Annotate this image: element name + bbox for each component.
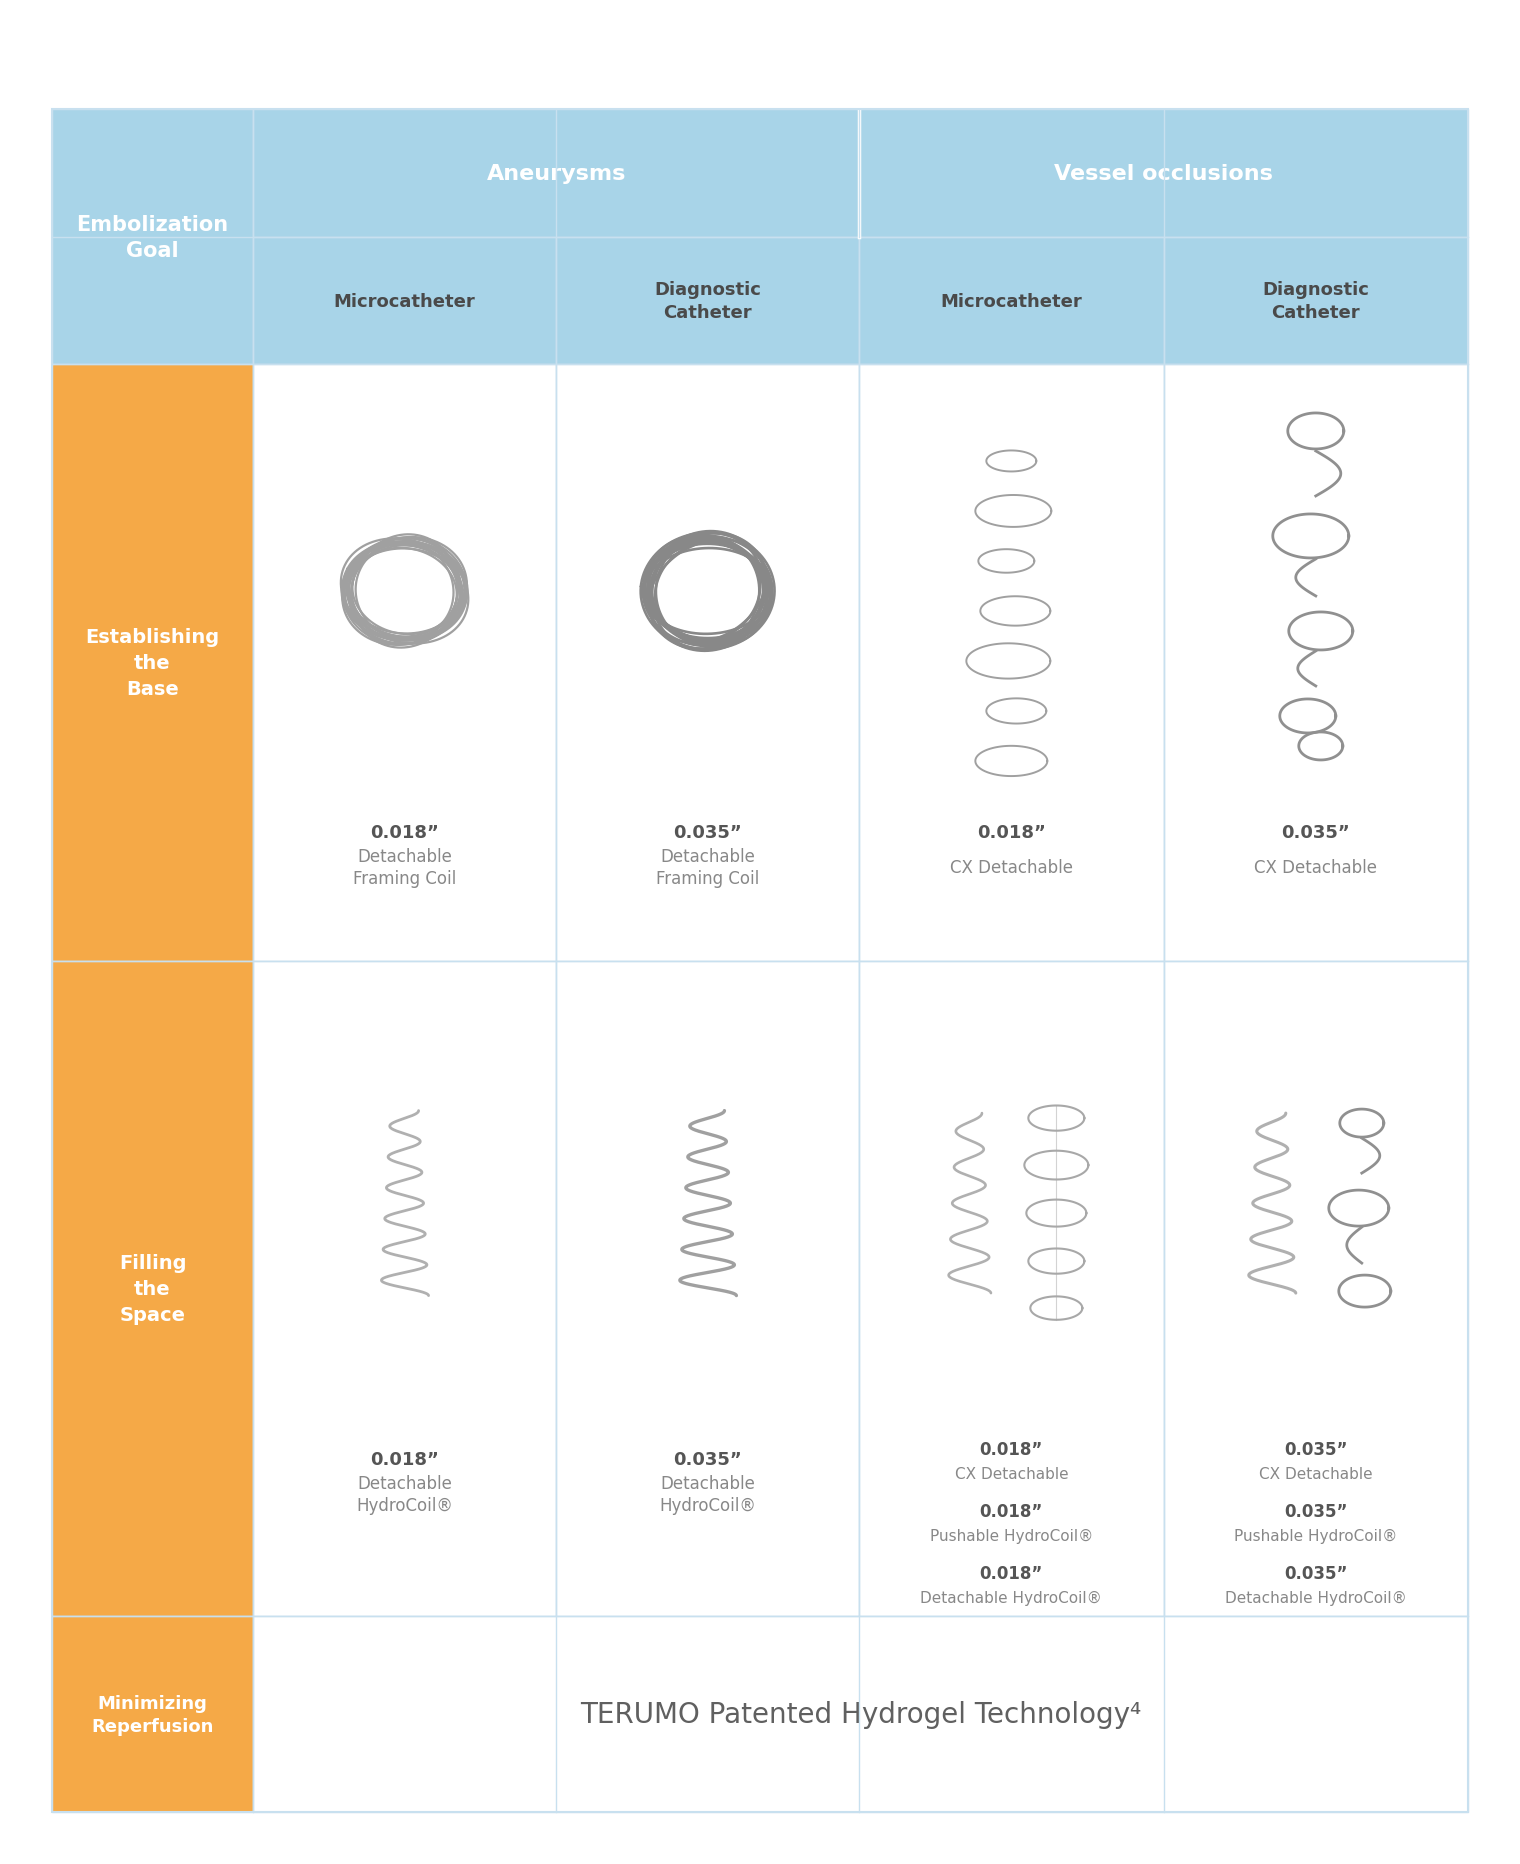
Bar <box>556 962 859 1616</box>
Text: Detachable
HydroCoil®: Detachable HydroCoil® <box>356 1474 453 1514</box>
Text: Detachable HydroCoil®: Detachable HydroCoil® <box>1225 1590 1406 1605</box>
Bar <box>252 1616 1468 1812</box>
Text: Embolization
Goal: Embolization Goal <box>76 214 228 261</box>
Bar <box>252 962 556 1616</box>
Text: Aneurysms: Aneurysms <box>486 164 626 185</box>
Text: 0.018”: 0.018” <box>371 824 439 841</box>
Text: Detachable HydroCoil®: Detachable HydroCoil® <box>921 1590 1102 1605</box>
Text: Detachable
Framing Coil: Detachable Framing Coil <box>657 848 758 887</box>
Text: 0.035”: 0.035” <box>1284 1564 1348 1583</box>
Text: CX Detachable: CX Detachable <box>1259 1465 1373 1480</box>
Text: CX Detachable: CX Detachable <box>955 1465 1069 1480</box>
Text: CX Detachable: CX Detachable <box>950 857 1073 876</box>
Text: CX Detachable: CX Detachable <box>1254 857 1377 876</box>
Text: 0.018”: 0.018” <box>977 824 1046 841</box>
Bar <box>859 962 1164 1616</box>
Bar <box>859 237 1164 365</box>
Text: 0.018”: 0.018” <box>371 1450 439 1469</box>
Text: Vessel occlusions: Vessel occlusions <box>1055 164 1272 185</box>
Text: Establishing
the
Base: Establishing the Base <box>85 628 219 699</box>
Bar <box>1164 962 1468 1616</box>
Bar <box>1164 237 1468 365</box>
Text: 0.018”: 0.018” <box>980 1441 1043 1458</box>
Text: Minimizing
Reperfusion: Minimizing Reperfusion <box>91 1694 214 1735</box>
Bar <box>859 110 1468 237</box>
Text: 0.035”: 0.035” <box>1284 1441 1348 1458</box>
Bar <box>52 1616 252 1812</box>
Bar <box>556 365 859 962</box>
Bar <box>52 365 252 962</box>
Bar <box>252 110 859 237</box>
Text: Diagnostic
Catheter: Diagnostic Catheter <box>654 281 762 321</box>
Bar <box>52 962 252 1616</box>
Bar <box>252 237 556 365</box>
Text: Pushable HydroCoil®: Pushable HydroCoil® <box>930 1528 1093 1543</box>
Bar <box>859 365 1164 962</box>
Text: 0.035”: 0.035” <box>673 1450 742 1469</box>
Bar <box>52 110 252 365</box>
Bar <box>252 365 556 962</box>
Bar <box>1164 365 1468 962</box>
Text: 0.035”: 0.035” <box>1284 1502 1348 1521</box>
Text: TERUMO Patented Hydrogel Technology⁴: TERUMO Patented Hydrogel Technology⁴ <box>581 1700 1142 1728</box>
Text: 0.018”: 0.018” <box>980 1502 1043 1521</box>
Bar <box>556 237 859 365</box>
Text: 0.035”: 0.035” <box>1281 824 1350 841</box>
Text: Diagnostic
Catheter: Diagnostic Catheter <box>1262 281 1370 321</box>
Text: Microcatheter: Microcatheter <box>941 293 1082 311</box>
Text: Detachable
Framing Coil: Detachable Framing Coil <box>353 848 456 887</box>
Text: Pushable HydroCoil®: Pushable HydroCoil® <box>1234 1528 1397 1543</box>
Text: 0.018”: 0.018” <box>980 1564 1043 1583</box>
Text: Filling
the
Space: Filling the Space <box>119 1253 187 1323</box>
Text: Detachable
HydroCoil®: Detachable HydroCoil® <box>660 1474 755 1514</box>
Text: Microcatheter: Microcatheter <box>334 293 476 311</box>
Text: 0.035”: 0.035” <box>673 824 742 841</box>
